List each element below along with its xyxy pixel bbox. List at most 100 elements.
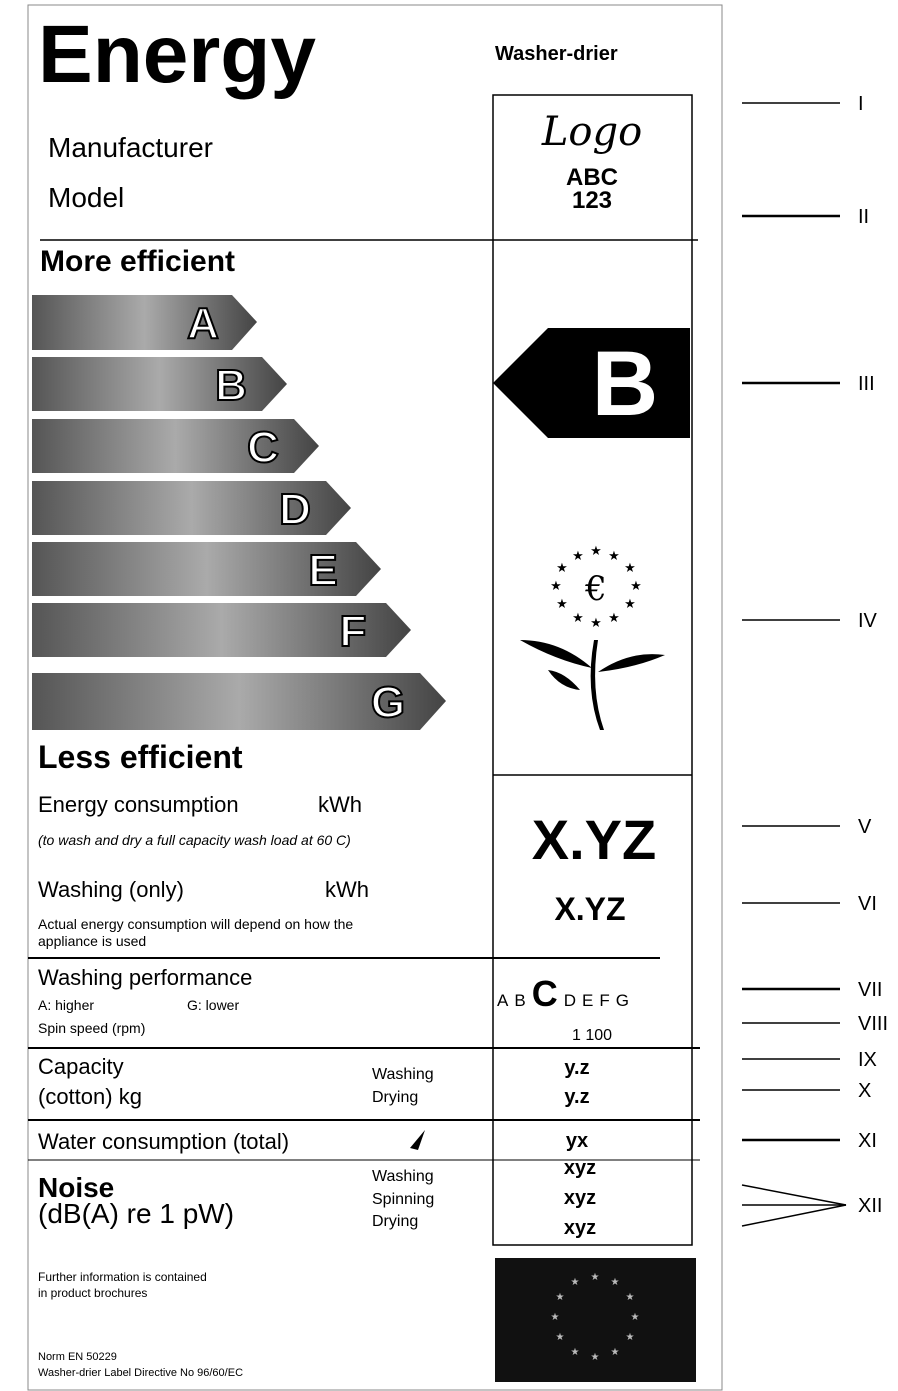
- svg-text:★: ★: [571, 1347, 580, 1358]
- svg-text:★: ★: [624, 596, 636, 611]
- logo-digits: 123: [572, 189, 612, 213]
- energy-label: € ★ ★ ★ ★ ★ ★ ★ ★ ★ ★ ★ ★ ★ ★ ★ ★ ★ ★ ★ ★ ★ ★ ★ ★ Energy W…: [0, 0, 898, 1391]
- water-icon: [410, 1130, 425, 1150]
- callout: V: [858, 817, 871, 837]
- label: Water consumption (total): [38, 1131, 289, 1153]
- svg-text:★: ★: [630, 578, 642, 593]
- note: (to wash and dry a full capacity wash lo…: [38, 832, 358, 849]
- class: E: [582, 991, 593, 1010]
- logo: Logo: [542, 112, 642, 152]
- callout: IV: [858, 611, 877, 631]
- value: X.YZ: [554, 893, 625, 925]
- unit: kWh: [318, 794, 362, 816]
- svg-text:★: ★: [572, 548, 584, 563]
- svg-text:€: €: [584, 569, 607, 609]
- footer: Norm EN 50229: [38, 1352, 117, 1363]
- arrow-a: [32, 295, 257, 350]
- callout: III: [858, 374, 875, 394]
- class-label: B: [215, 364, 247, 408]
- callout: X: [858, 1081, 871, 1101]
- svg-text:★: ★: [608, 610, 620, 625]
- value: yx: [566, 1131, 588, 1151]
- manufacturer: Manufacturer: [48, 134, 213, 162]
- less-efficient: Less efficient: [38, 741, 243, 773]
- sub-label: Drying: [372, 1090, 418, 1106]
- label: Washing performance: [38, 967, 252, 989]
- callout: VIII: [858, 1014, 888, 1034]
- note: G: lower: [187, 998, 239, 1012]
- label-graphics: € ★ ★ ★ ★ ★ ★ ★ ★ ★ ★ ★ ★ ★ ★ ★ ★ ★ ★ ★ ★ ★ ★ ★ ★: [0, 0, 898, 1391]
- svg-text:★: ★: [590, 543, 602, 558]
- svg-text:★: ★: [624, 560, 636, 575]
- svg-text:★: ★: [571, 1277, 580, 1288]
- callout: II: [858, 207, 869, 227]
- svg-text:★: ★: [608, 548, 620, 563]
- sub-label: Washing: [372, 1067, 434, 1083]
- sub-label: Spinning: [372, 1192, 434, 1208]
- class-label: E: [308, 549, 337, 593]
- class: D: [564, 991, 576, 1010]
- label: Washing (only): [38, 879, 184, 901]
- more-efficient: More efficient: [40, 247, 235, 277]
- svg-text:★: ★: [572, 610, 584, 625]
- svg-text:★: ★: [591, 1352, 600, 1363]
- class-label: C: [247, 426, 279, 470]
- appliance: Washer-drier: [495, 44, 618, 64]
- note: A: higher: [38, 998, 94, 1012]
- label: Spin speed (rpm): [38, 1021, 145, 1035]
- class-label: A: [187, 302, 219, 346]
- svg-text:★: ★: [626, 1332, 635, 1343]
- svg-text:★: ★: [556, 1332, 565, 1343]
- title: Energy: [38, 14, 316, 96]
- class: G: [616, 991, 629, 1010]
- callout: VI: [858, 894, 877, 914]
- arrow-b: [32, 357, 287, 411]
- value: y.z: [564, 1058, 589, 1078]
- class-label: G: [371, 681, 405, 725]
- value: xyz: [564, 1188, 596, 1208]
- value: y.z: [564, 1087, 589, 1107]
- eco-flower: € ★ ★ ★ ★ ★ ★ ★ ★ ★ ★ ★ ★: [520, 543, 665, 730]
- model: Model: [48, 184, 124, 212]
- class: F: [599, 991, 609, 1010]
- label: Energy consumption: [38, 794, 239, 816]
- callout: XII: [858, 1196, 882, 1216]
- unit: kWh: [325, 879, 369, 901]
- footer: Further information is contained: [38, 1271, 207, 1283]
- svg-text:★: ★: [556, 1292, 565, 1303]
- value: X.YZ: [532, 812, 656, 868]
- value: xyz: [564, 1158, 596, 1178]
- class: A: [497, 991, 508, 1010]
- footer: Washer-drier Label Directive No 96/60/EC: [38, 1368, 243, 1379]
- sub-label: Drying: [372, 1214, 418, 1230]
- svg-text:★: ★: [551, 1312, 560, 1323]
- class-label: D: [279, 488, 311, 532]
- callout: VII: [858, 980, 882, 1000]
- callout-lines: [742, 103, 846, 1226]
- class-label: F: [340, 610, 367, 654]
- footer: in product brochures: [38, 1287, 147, 1299]
- label: (cotton) kg: [38, 1086, 142, 1108]
- svg-text:★: ★: [590, 615, 602, 630]
- value: xyz: [564, 1218, 596, 1238]
- svg-text:★: ★: [626, 1292, 635, 1303]
- svg-text:★: ★: [611, 1347, 620, 1358]
- svg-text:★: ★: [611, 1277, 620, 1288]
- svg-text:★: ★: [631, 1312, 640, 1323]
- callout: IX: [858, 1050, 877, 1070]
- label: (dB(A) re 1 pW): [38, 1200, 234, 1228]
- svg-text:★: ★: [556, 596, 568, 611]
- rating: B: [592, 338, 658, 430]
- note: Actual energy consumption will depend on…: [38, 916, 398, 950]
- svg-text:★: ★: [556, 560, 568, 575]
- label: Capacity: [38, 1056, 124, 1078]
- callout: I: [858, 94, 864, 114]
- callout: XI: [858, 1131, 877, 1151]
- class: B: [514, 991, 525, 1010]
- sub-label: Washing: [372, 1169, 434, 1185]
- svg-text:★: ★: [591, 1272, 600, 1283]
- svg-text:★: ★: [550, 578, 562, 593]
- value: 1 100: [572, 1028, 612, 1044]
- class: C: [532, 973, 558, 1014]
